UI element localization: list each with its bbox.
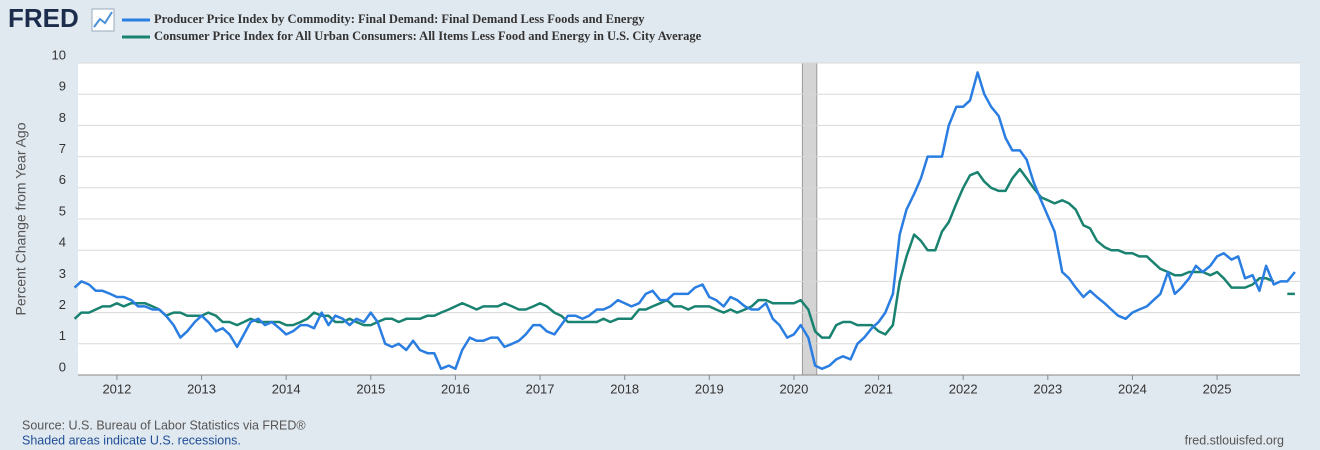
y-tick-label: 3 [59, 266, 66, 281]
source: Source: U.S. Bureau of Labor Statistics … [22, 418, 306, 432]
y-tick-label: 2 [59, 297, 66, 312]
y-tick-label: 5 [59, 203, 66, 218]
logo: FRED [8, 3, 79, 33]
logo-icon [91, 8, 115, 32]
x-tick-label: 2020 [779, 381, 808, 396]
x-tick-label: 2022 [949, 381, 978, 396]
x-tick-label: 2016 [441, 381, 470, 396]
y-tick-label: 1 [59, 328, 66, 343]
recession-note: Shaded areas indicate U.S. recessions. [22, 433, 241, 447]
x-tick-label: 2021 [864, 381, 893, 396]
y-tick-label: 0 [59, 359, 66, 374]
y-tick-label: 9 [59, 79, 66, 94]
credit: fred.stlouisfed.org [1185, 433, 1284, 447]
y-tick-label: 8 [59, 110, 66, 125]
y-tick-label: 10 [52, 47, 66, 62]
x-tick-label: 2023 [1033, 381, 1062, 396]
x-tick-label: 2019 [695, 381, 724, 396]
x-tick-label: 2024 [1118, 381, 1147, 396]
x-tick-label: 2013 [187, 381, 216, 396]
series-line [73, 71, 1296, 371]
x-tick-label: 2015 [356, 381, 385, 396]
y-axis-label: Percent Change from Year Ago [13, 122, 29, 315]
x-tick-label: 2018 [610, 381, 639, 396]
series-line [73, 167, 1295, 339]
legend-label: Consumer Price Index for All Urban Consu… [154, 29, 702, 43]
y-tick-label: 6 [59, 172, 66, 187]
x-tick-label: 2014 [272, 381, 301, 396]
x-tick-label: 2012 [102, 381, 131, 396]
y-tick-label: 4 [59, 235, 66, 250]
x-tick-label: 2025 [1203, 381, 1232, 396]
legend-label: Producer Price Index by Commodity: Final… [154, 12, 645, 26]
y-tick-label: 7 [59, 141, 66, 156]
x-tick-label: 2017 [526, 381, 555, 396]
